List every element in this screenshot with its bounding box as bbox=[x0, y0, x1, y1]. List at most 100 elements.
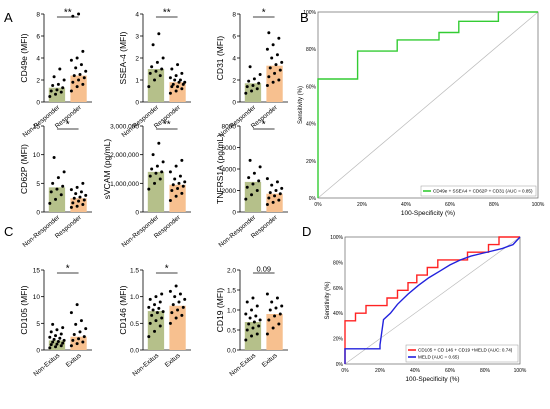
y-tick-label: 4000 bbox=[222, 167, 237, 174]
data-point bbox=[69, 58, 73, 62]
data-point bbox=[170, 67, 174, 71]
data-point bbox=[275, 180, 279, 184]
panel-B-label: B bbox=[300, 10, 309, 25]
legend-entry: CD49e + SSEA4 + CD62P + CD31 (AUC = 0.85… bbox=[433, 189, 533, 194]
data-point bbox=[274, 189, 278, 192]
y-tick-label: 3 bbox=[135, 34, 139, 41]
data-point bbox=[278, 312, 282, 316]
significance-label: * bbox=[66, 264, 70, 275]
significance-label: * bbox=[262, 8, 266, 19]
y-tick-label: 1.5 bbox=[130, 268, 139, 275]
bar bbox=[169, 184, 186, 212]
x-tick-label: Exitus bbox=[65, 352, 84, 369]
data-point bbox=[160, 316, 164, 320]
data-point bbox=[174, 74, 178, 78]
data-point bbox=[148, 174, 152, 178]
data-point bbox=[72, 196, 76, 200]
data-point bbox=[148, 297, 152, 301]
data-point bbox=[157, 32, 161, 36]
data-point bbox=[168, 199, 172, 203]
y-tick-label: 2000 bbox=[222, 188, 237, 195]
bar bbox=[147, 69, 165, 102]
data-point bbox=[278, 68, 282, 72]
data-point bbox=[81, 181, 85, 185]
data-point bbox=[280, 60, 284, 64]
y-tick-label: 0% bbox=[309, 196, 317, 202]
data-point bbox=[247, 79, 251, 83]
data-point bbox=[274, 63, 278, 67]
data-point bbox=[174, 284, 178, 288]
data-point bbox=[61, 184, 65, 188]
panel-D-label: D bbox=[302, 224, 311, 239]
data-point bbox=[154, 171, 158, 175]
significance-label: * bbox=[262, 120, 266, 131]
data-point bbox=[81, 82, 85, 86]
data-point bbox=[75, 56, 79, 60]
data-point bbox=[248, 158, 252, 162]
data-point bbox=[75, 342, 79, 346]
data-point bbox=[79, 319, 83, 323]
data-point bbox=[250, 193, 254, 197]
data-point bbox=[84, 327, 88, 331]
x-tick-label: Non-Responder bbox=[121, 104, 161, 139]
data-point bbox=[153, 303, 157, 307]
data-point bbox=[153, 329, 157, 333]
data-point bbox=[278, 192, 282, 196]
data-point bbox=[55, 187, 59, 191]
svg-text:C: C bbox=[4, 224, 13, 239]
data-point bbox=[245, 300, 249, 304]
data-point bbox=[168, 289, 172, 293]
y-tick-label: 80% bbox=[306, 47, 317, 53]
y-axis-label: CD146 (MFI) bbox=[118, 285, 128, 334]
x-tick-label: Non-Responder bbox=[121, 214, 161, 249]
y-tick-label: 2 bbox=[135, 56, 139, 63]
data-point bbox=[273, 314, 277, 318]
data-point bbox=[258, 318, 262, 322]
svg-text:A: A bbox=[4, 10, 13, 25]
significance-label: ** bbox=[163, 8, 171, 19]
data-point bbox=[244, 338, 248, 342]
bar bbox=[266, 65, 283, 102]
data-point bbox=[173, 177, 177, 181]
data-point bbox=[244, 197, 248, 201]
data-point bbox=[148, 321, 152, 325]
data-point bbox=[267, 75, 271, 79]
x-tick-label: 0% bbox=[314, 202, 322, 208]
x-tick-label: 100% bbox=[514, 368, 527, 374]
data-point bbox=[265, 84, 269, 87]
data-point bbox=[157, 306, 161, 310]
y-tick-label: 10 bbox=[33, 294, 41, 301]
data-point bbox=[54, 334, 58, 338]
y-tick-label: 4 bbox=[135, 12, 139, 19]
y-tick-label: 1.0 bbox=[227, 308, 236, 315]
data-point bbox=[252, 77, 256, 81]
y-tick-label: 5 bbox=[36, 181, 40, 188]
data-point bbox=[153, 181, 157, 185]
data-point bbox=[178, 174, 182, 178]
chart-panel-B-6: 0% 20% 40% 60% 80% 100% 0% 20% 40% 60% 80% 100% 100-… bbox=[298, 10, 545, 217]
series-line-0 bbox=[344, 236, 520, 364]
data-point bbox=[244, 91, 248, 95]
data-point bbox=[55, 88, 59, 92]
data-point bbox=[251, 296, 255, 300]
data-point bbox=[268, 66, 272, 70]
data-point bbox=[245, 85, 249, 89]
legend-entry: MELD (AUC = 0.65) bbox=[418, 355, 459, 360]
data-point bbox=[78, 195, 82, 199]
y-tick-label: 6 bbox=[36, 34, 40, 41]
data-point bbox=[177, 80, 181, 84]
data-point bbox=[244, 312, 248, 316]
data-point bbox=[69, 205, 73, 209]
x-tick-label: Non-Exitus bbox=[32, 352, 61, 378]
data-point bbox=[271, 200, 275, 204]
y-tick-label: 0 bbox=[232, 210, 236, 217]
data-point bbox=[267, 196, 271, 200]
y-tick-label: 0 bbox=[36, 210, 40, 217]
data-point bbox=[160, 67, 164, 71]
data-point bbox=[171, 303, 175, 307]
legend-box bbox=[420, 185, 537, 197]
y-tick-label: 6 bbox=[232, 34, 236, 41]
data-point bbox=[280, 186, 284, 190]
data-point bbox=[75, 303, 79, 307]
